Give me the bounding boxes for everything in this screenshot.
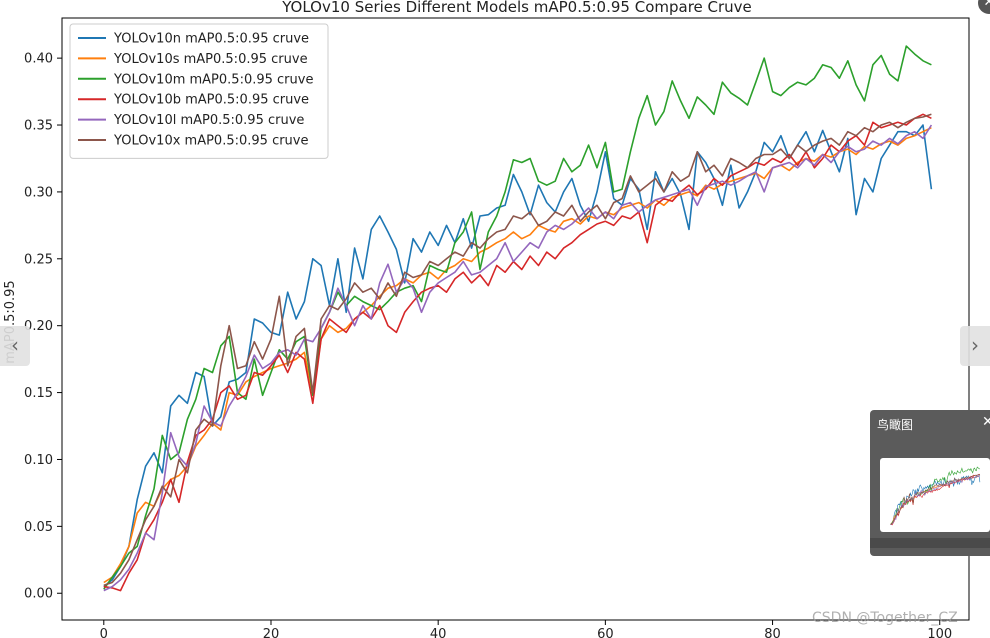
x-tick-label: 0 bbox=[100, 627, 108, 638]
thumbnail-series-line bbox=[890, 475, 981, 526]
plot-frame bbox=[61, 17, 970, 621]
close-viewer-button[interactable]: ✕ bbox=[978, 0, 990, 14]
x-tick-label: 80 bbox=[764, 627, 781, 638]
thumbnail-series-line bbox=[890, 473, 981, 526]
previous-image-button[interactable]: ‹ bbox=[0, 326, 30, 366]
legend-entry-label: YOLOv10l mAP0.5:0.95 cruve bbox=[113, 113, 304, 128]
y-tick-label: 0.15 bbox=[24, 386, 53, 401]
legend-entry-label: YOLOv10x mAP0.5:0.95 cruve bbox=[113, 134, 309, 149]
chevron-right-icon: › bbox=[971, 333, 979, 357]
thumbnail-series-line bbox=[890, 473, 980, 525]
y-tick-label: 0.30 bbox=[24, 185, 53, 200]
thumbnail-series-line bbox=[890, 474, 981, 525]
y-tick-label: 0.00 bbox=[24, 587, 53, 602]
chevron-left-icon: ‹ bbox=[11, 333, 19, 357]
y-tick-label: 0.35 bbox=[24, 119, 53, 134]
x-tick-label: 20 bbox=[263, 627, 280, 638]
watermark: CSDN @Together_CZ bbox=[812, 610, 958, 626]
series-lines bbox=[103, 45, 933, 592]
y-tick-label: 0.10 bbox=[24, 453, 53, 468]
series-line-2 bbox=[103, 126, 932, 584]
legend-entry-label: YOLOv10b mAP0.5:0.95 cruve bbox=[113, 93, 309, 108]
y-tick-label: 0.20 bbox=[24, 319, 53, 334]
y-tick-label: 0.40 bbox=[24, 52, 53, 67]
legend-entry-label: YOLOv10s mAP0.5:0.95 cruve bbox=[113, 52, 308, 67]
series-line-3 bbox=[103, 45, 932, 590]
x-tick-label: 40 bbox=[430, 627, 447, 638]
series-line-1 bbox=[103, 124, 933, 588]
y-axis-ticks: 0.00 0.05 0.10 0.15 0.20 0.25 0.30 0.35 0.40 bbox=[24, 52, 62, 602]
legend-entry-label: YOLOv10n mAP0.5:0.95 cruve bbox=[113, 32, 309, 47]
birdseye-thumbnail-chart bbox=[890, 466, 981, 526]
y-tick-label: 0.25 bbox=[24, 252, 53, 267]
x-tick-label: 60 bbox=[597, 627, 614, 638]
thumbnail-series-line bbox=[890, 475, 981, 525]
x-tick-label: 100 bbox=[927, 627, 952, 638]
birdseye-title: 鸟瞰图 bbox=[877, 418, 914, 432]
birdseye-scrollbar[interactable] bbox=[870, 538, 990, 548]
close-icon: ✕ bbox=[983, 0, 990, 10]
y-tick-label: 0.05 bbox=[24, 520, 53, 535]
birdseye-thumbnail[interactable] bbox=[880, 458, 990, 532]
next-image-button[interactable]: › bbox=[960, 326, 990, 366]
series-line-6 bbox=[103, 113, 932, 586]
x-axis-ticks: 0 20 40 60 80 100 bbox=[100, 620, 952, 638]
birdseye-close-icon[interactable]: ✕ bbox=[982, 414, 990, 430]
legend-entry-label: YOLOv10m mAP0.5:0.95 cruve bbox=[113, 72, 313, 87]
series-line-5 bbox=[103, 124, 933, 592]
chart-title: YOLOv10 Series Different Models mAP0.5:0… bbox=[281, 0, 752, 16]
birdseye-panel: 鸟瞰图 ✕ bbox=[870, 410, 990, 556]
series-line-4 bbox=[103, 113, 932, 592]
legend-box bbox=[69, 23, 329, 159]
legend: YOLOv10n mAP0.5:0.95 cruve YOLOv10s mAP0.… bbox=[69, 23, 329, 159]
